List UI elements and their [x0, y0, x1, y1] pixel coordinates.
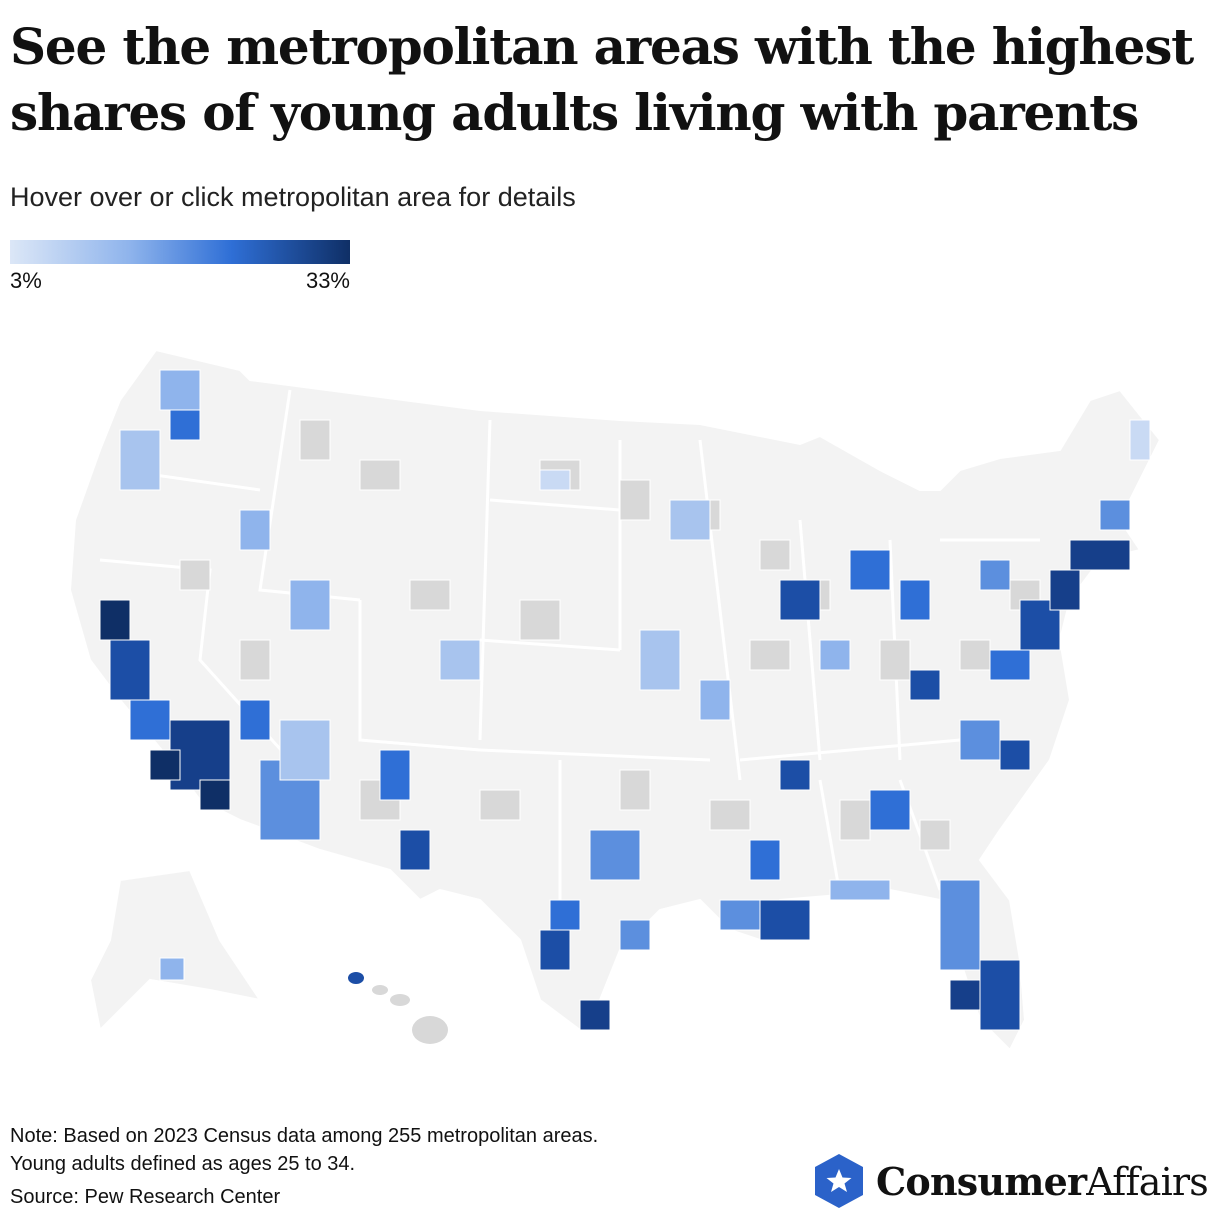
- alaska-landmass: [88, 868, 263, 1033]
- brand-name-regular: Affairs: [1086, 1159, 1209, 1204]
- hexagon-star-icon: [814, 1154, 863, 1208]
- legend-min-label: 3%: [10, 268, 42, 293]
- hawaii-metro-honolulu[interactable]: [348, 972, 364, 984]
- legend-max-label: 33%: [305, 268, 350, 293]
- hawaii-islands: [372, 985, 448, 1044]
- metro-areas-data[interactable]: [99, 369, 1151, 1031]
- chart-title: See the metropolitan areas with the high…: [10, 17, 1194, 142]
- legend-gradient-bar: [10, 240, 350, 264]
- footnote: Note: Based on 2023 Census data among 25…: [10, 1122, 598, 1178]
- note-line-2: Young adults defined as ages 25 to 34.: [10, 1153, 356, 1175]
- alaska-metro-anchorage[interactable]: [159, 957, 185, 981]
- chart-subtitle: Hover over or click metropolitan area fo…: [10, 182, 576, 212]
- conus-landmass: [68, 348, 1162, 1052]
- source-line: Source: Pew Research Center: [10, 1186, 281, 1208]
- brand-name-bold: Consumer: [875, 1158, 1087, 1204]
- note-line-1: Note: Based on 2023 Census data among 25…: [10, 1125, 599, 1147]
- color-legend: 3% 33%: [10, 240, 350, 294]
- brand-logo: ConsumerAffairs: [812, 1152, 1209, 1210]
- us-metro-map: [68, 348, 1162, 1052]
